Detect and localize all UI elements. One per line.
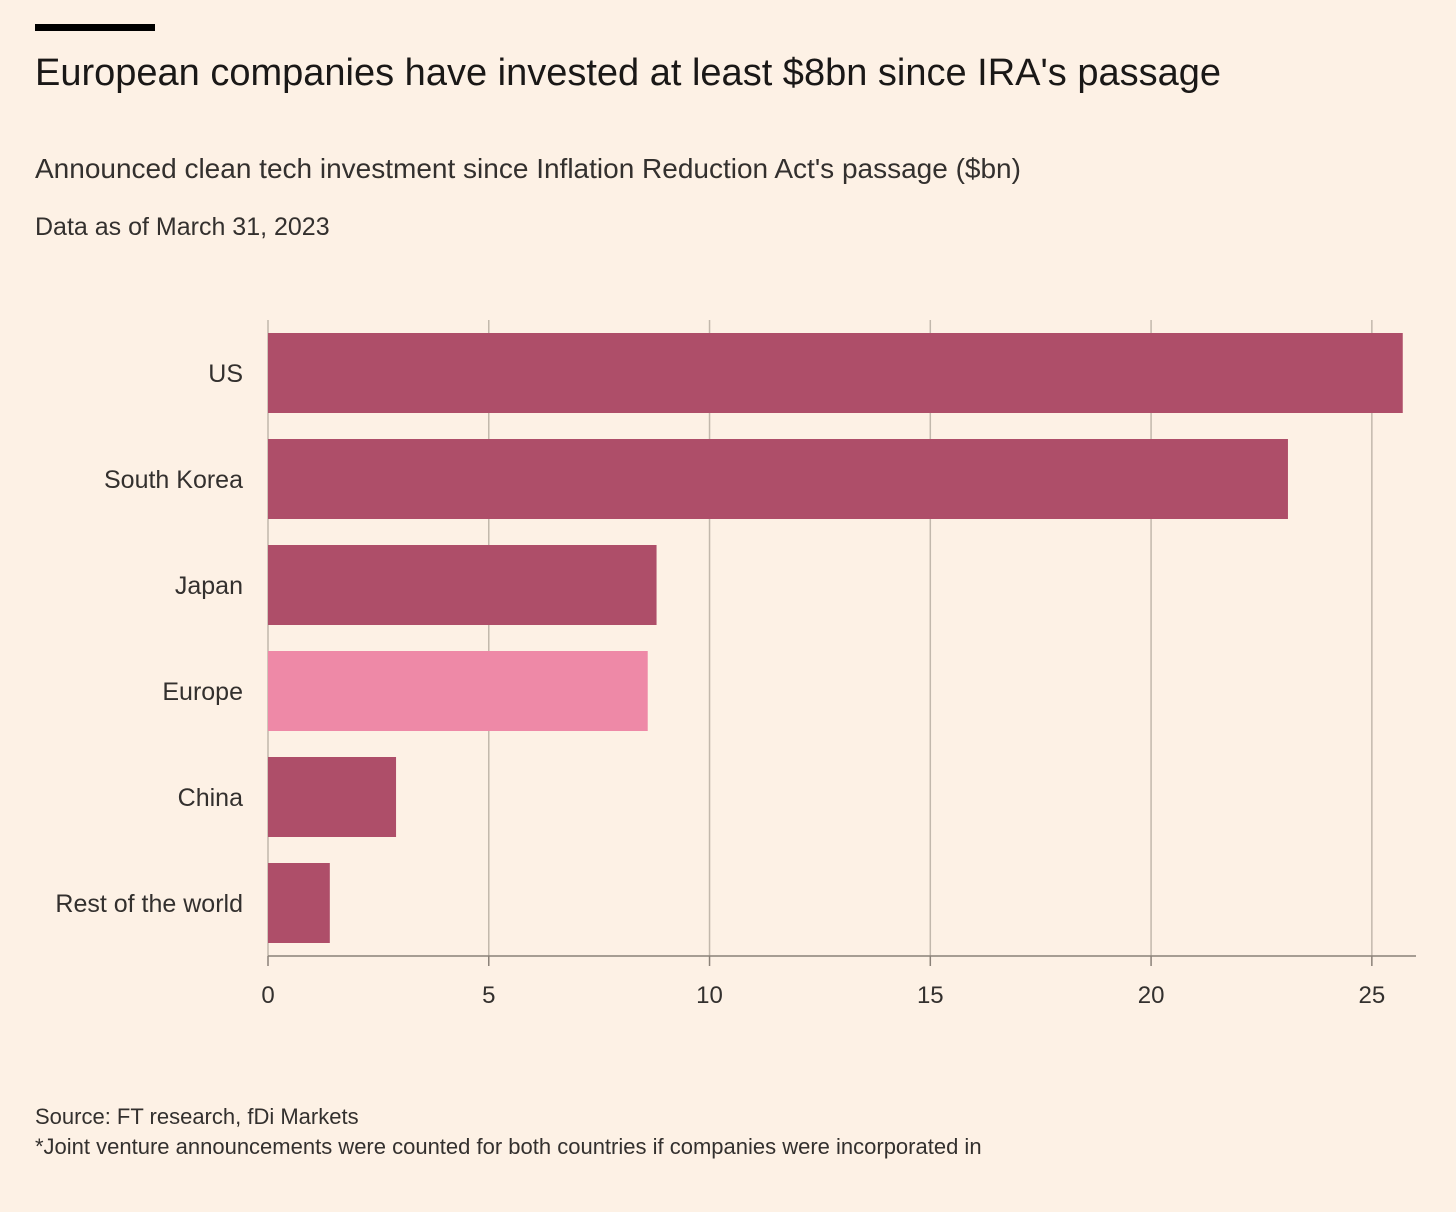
bar-rest-of-the-world: [268, 863, 330, 943]
bars: [268, 333, 1403, 943]
bar-chart: 0 5 10 15 20 25 US South Korea Japan Europe China…: [55, 320, 1416, 1009]
x-axis: 0 5 10 15 20 25: [261, 955, 1416, 1009]
x-tick-label: 15: [917, 982, 944, 1009]
chart-title: European companies have invested at leas…: [35, 52, 1221, 94]
bar-us: [268, 333, 1403, 413]
category-label: US: [208, 360, 243, 388]
x-tick-label: 10: [696, 982, 723, 1009]
category-labels: US South Korea Japan Europe China Rest of the…: [55, 360, 243, 918]
footnote: *Joint venture announcements were counte…: [35, 1134, 982, 1159]
category-label: South Korea: [104, 466, 243, 494]
top-rule: [35, 24, 155, 31]
bar-japan: [268, 545, 657, 625]
date-note: Data as of March 31, 2023: [35, 213, 330, 241]
bar-south-korea: [268, 439, 1288, 519]
gridlines: [267, 320, 1373, 956]
x-tick-label: 20: [1138, 982, 1165, 1009]
category-label: Rest of the world: [55, 890, 243, 918]
category-label: Japan: [175, 572, 243, 600]
x-tick-label: 25: [1358, 982, 1385, 1009]
x-tick-label: 0: [261, 982, 274, 1009]
category-label: China: [178, 784, 243, 812]
category-label: Europe: [162, 678, 243, 706]
x-tick-label: 5: [482, 982, 495, 1009]
bar-china: [268, 757, 397, 837]
source-note: Source: FT research, fDi Markets: [35, 1104, 359, 1129]
bar-europe: [268, 651, 648, 731]
chart-subtitle: Announced clean tech investment since In…: [35, 153, 1021, 184]
